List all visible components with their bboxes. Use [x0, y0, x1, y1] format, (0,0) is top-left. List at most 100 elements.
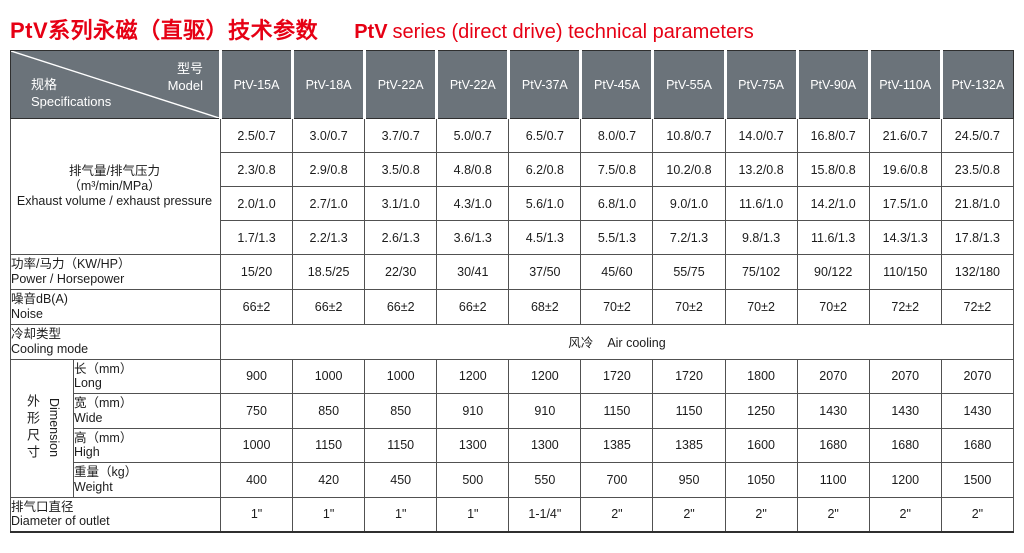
model-header: PtV-132A [939, 50, 1014, 119]
model-header: PtV-22A [363, 50, 437, 119]
dimension-row-wide: 宽（mm） Wide 750 850 850 910 910 1150 1150 1250 14… [11, 393, 1015, 429]
value-cell: 70±2 [724, 289, 798, 325]
wide-label-en: Wide [74, 410, 103, 425]
value-cell: 2.0/1.0 [219, 186, 294, 221]
high-label-en: High [74, 445, 100, 460]
exhaust-label-zh: 排气量/排气压力 [69, 164, 160, 179]
dimension-group-en: Dimension [47, 398, 61, 458]
value-cell: 2070 [940, 358, 1015, 394]
weight-label-en: Weight [74, 479, 113, 494]
value-cell: 1000 [364, 358, 438, 394]
value-cell: 23.5/0.8 [940, 152, 1015, 187]
outlet-label-zh: 排气口直径 [11, 499, 74, 514]
exhaust-label-unit: （m³/min/MPa） [68, 179, 161, 194]
value-cell: 5.5/1.3 [580, 220, 654, 255]
cooling-value-en: Air cooling [607, 336, 666, 351]
cooling-value-zh: 风冷 [568, 336, 594, 351]
value-cell: 10.8/0.7 [652, 118, 726, 153]
value-cell: 7.2/1.3 [652, 220, 726, 255]
wide-row-label: 宽（mm） Wide [73, 393, 221, 429]
value-cell: 3.5/0.8 [364, 152, 438, 187]
value-cell: 420 [292, 462, 366, 498]
value-cell: 4.3/1.0 [436, 186, 510, 221]
value-cell: 1300 [508, 427, 582, 463]
model-header: PtV-37A [507, 50, 581, 119]
value-cell: 72±2 [940, 289, 1015, 325]
value-cell: 2070 [796, 358, 870, 394]
model-header: PtV-22A [435, 50, 509, 119]
page-title-en-rest: series (direct drive) technical paramete… [392, 21, 754, 43]
value-cell: 3.0/0.7 [292, 118, 366, 153]
spec-table: 型号 Model 规格 Specifications PtV-15A PtV-18… [10, 50, 1015, 533]
value-cell: 90/122 [796, 254, 870, 290]
value-cell: 2.6/1.3 [364, 220, 438, 255]
value-cell: 500 [436, 462, 510, 498]
value-cell: 110/150 [868, 254, 942, 290]
dimension-row-high: 高（mm） High 1000 1150 1150 1300 1300 1385 1385 1… [11, 427, 1015, 463]
value-cell: 22/30 [364, 254, 438, 290]
exhaust-row-4: 1.7/1.3 2.2/1.3 2.6/1.3 3.6/1.3 4.5/1.3 5.5/1… [11, 220, 1015, 255]
value-cell: 9.0/1.0 [652, 186, 726, 221]
value-cell: 6.8/1.0 [580, 186, 654, 221]
corner-cell: 型号 Model 规格 Specifications [10, 50, 221, 119]
model-header: PtV-45A [579, 50, 653, 119]
value-cell: 1200 [436, 358, 510, 394]
value-cell: 14.0/0.7 [724, 118, 798, 153]
weight-row-label: 重量（kg） Weight [73, 462, 221, 498]
value-cell: 1-1/4" [508, 496, 582, 533]
page-title-en-prefix: PtV [354, 21, 388, 43]
value-cell: 1200 [508, 358, 582, 394]
dimension-row-long: 外形尺寸 Dimension 长（mm） Long 900 1000 1000 120… [10, 358, 1015, 498]
value-cell: 2.5/0.7 [219, 118, 294, 153]
value-cell: 450 [364, 462, 438, 498]
value-cell: 5.0/0.7 [436, 118, 510, 153]
value-cell: 5.6/1.0 [508, 186, 582, 221]
long-label-zh: 长（mm） [74, 361, 133, 376]
exhaust-row-3: 2.0/1.0 2.7/1.0 3.1/1.0 4.3/1.0 5.6/1.0 6.8/1… [11, 186, 1015, 221]
cooling-row: 冷却类型 Cooling mode 风冷 Air cooling [10, 324, 1014, 360]
value-cell: 1000 [219, 427, 294, 463]
value-cell: 1150 [364, 427, 438, 463]
value-cell: 1200 [868, 462, 942, 498]
value-cell: 900 [219, 358, 294, 394]
value-cell: 37/50 [508, 254, 582, 290]
value-cell: 2.9/0.8 [292, 152, 366, 187]
value-cell: 750 [219, 393, 294, 429]
value-cell: 1385 [652, 427, 726, 463]
value-cell: 6.5/0.7 [508, 118, 582, 153]
value-cell: 950 [652, 462, 726, 498]
value-cell: 21.6/0.7 [868, 118, 942, 153]
value-cell: 1050 [724, 462, 798, 498]
value-cell: 17.8/1.3 [940, 220, 1015, 255]
value-cell: 2070 [868, 358, 942, 394]
outlet-label-en: Diameter of outlet [11, 514, 110, 529]
value-cell: 72±2 [868, 289, 942, 325]
value-cell: 1500 [940, 462, 1015, 498]
value-cell: 2" [652, 496, 726, 533]
value-cell: 24.5/0.7 [940, 118, 1015, 153]
value-cell: 1720 [652, 358, 726, 394]
value-cell: 1250 [724, 393, 798, 429]
cooling-label-zh: 冷却类型 [11, 327, 62, 341]
value-cell: 1430 [868, 393, 942, 429]
value-cell: 1680 [868, 427, 942, 463]
value-cell: 3.1/1.0 [364, 186, 438, 221]
value-cell: 2" [940, 496, 1015, 533]
model-header: PtV-75A [723, 50, 798, 119]
corner-spec-en: Specifications [31, 94, 112, 110]
dimension-group-zh: 外形尺寸 [25, 394, 40, 462]
value-cell: 2" [580, 496, 654, 533]
noise-row: 噪音dB(A) Noise 66±2 66±2 66±2 66±2 68±2 70±2 70… [10, 289, 1015, 325]
value-cell: 1680 [796, 427, 870, 463]
page-title-zh: PtV系列永磁（直驱）技术参数 [10, 18, 319, 43]
value-cell: 11.6/1.0 [724, 186, 798, 221]
dimension-row-weight: 重量（kg） Weight 400 420 450 500 550 700 950 1050 1… [11, 462, 1015, 498]
value-cell: 700 [580, 462, 654, 498]
value-cell: 1" [436, 496, 510, 533]
value-cell: 3.7/0.7 [364, 118, 438, 153]
value-cell: 2" [868, 496, 942, 533]
power-row-label: 功率/马力（KW/HP） Power / Horsepower [10, 254, 221, 290]
value-cell: 1600 [724, 427, 798, 463]
value-cell: 1" [292, 496, 366, 533]
model-header: PtV-15A [218, 50, 293, 119]
